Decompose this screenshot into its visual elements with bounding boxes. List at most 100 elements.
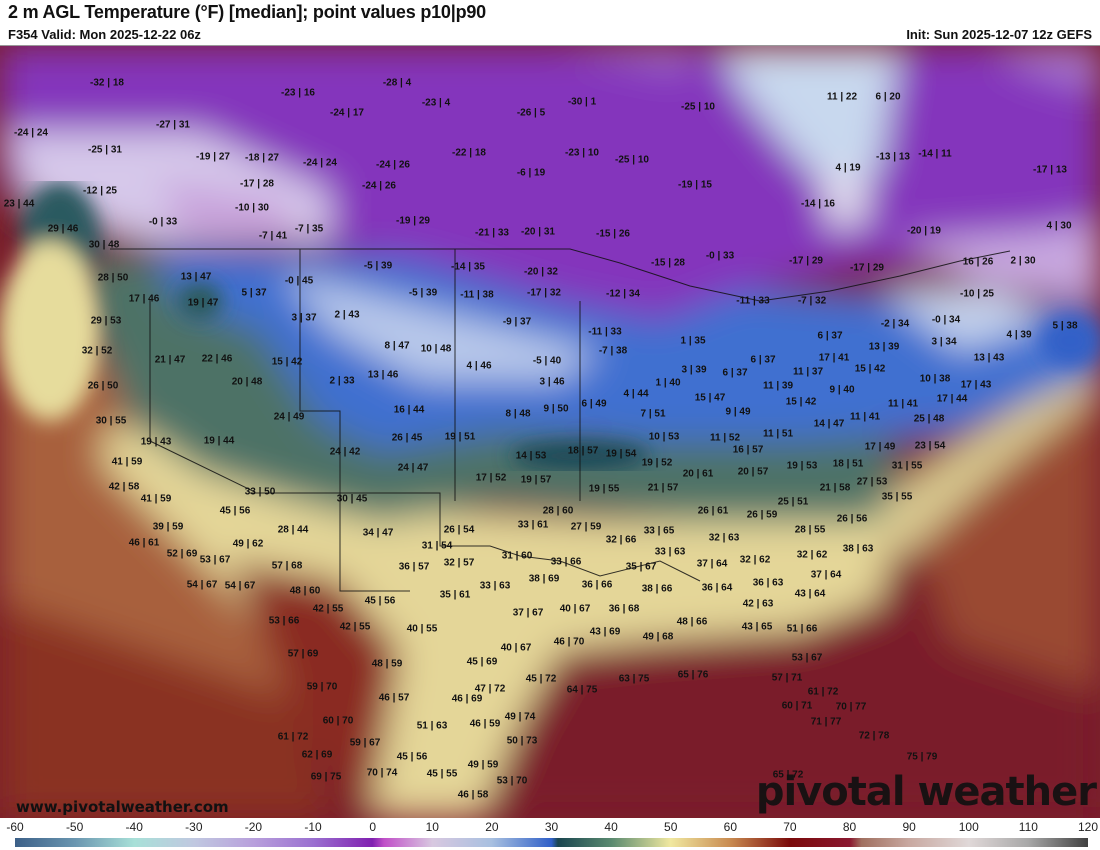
point-value-label: 21 | 58 — [819, 482, 851, 494]
point-value-label: 8 | 47 — [384, 340, 410, 352]
point-value-label: 40 | 67 — [559, 603, 591, 615]
point-value-label: -5 | 40 — [532, 355, 562, 367]
point-value-label: 69 | 75 — [310, 771, 342, 783]
point-value-label: 3 | 34 — [931, 336, 957, 348]
point-value-label: -5 | 39 — [408, 287, 438, 299]
point-value-label: 4 | 46 — [466, 360, 492, 372]
point-value-label: 42 | 55 — [339, 621, 371, 633]
point-value-label: 16 | 57 — [732, 444, 764, 456]
temperature-field — [0, 46, 1100, 819]
point-value-label: -23 | 10 — [565, 147, 599, 159]
point-value-label: -23 | 16 — [281, 87, 315, 99]
init-time: Init: Sun 2025-12-07 12z GEFS — [906, 27, 1092, 42]
point-value-label: 26 | 54 — [443, 524, 475, 536]
point-value-label: 20 | 48 — [231, 376, 263, 388]
point-value-label: 48 | 60 — [289, 585, 321, 597]
point-value-label: 33 | 61 — [517, 519, 549, 531]
point-value-label: 11 | 37 — [792, 366, 824, 378]
header: 2 m AGL Temperature (°F) [median]; point… — [0, 0, 1100, 45]
point-value-label: 64 | 75 — [566, 684, 598, 696]
point-value-label: 14 | 53 — [515, 450, 547, 462]
point-value-label: 20 | 57 — [737, 466, 769, 478]
point-value-label: 30 | 55 — [95, 415, 127, 427]
point-value-label: 24 | 47 — [397, 462, 429, 474]
point-value-label: 10 | 38 — [919, 373, 951, 385]
point-value-label: 23 | 44 — [3, 198, 35, 210]
point-value-label: 26 | 56 — [836, 513, 868, 525]
point-value-label: 38 | 63 — [842, 543, 874, 555]
point-value-label: 11 | 22 — [826, 91, 858, 103]
point-value-label: 19 | 47 — [187, 297, 219, 309]
point-value-label: 4 | 19 — [835, 162, 861, 174]
point-value-label: 60 | 70 — [322, 715, 354, 727]
point-value-label: 42 | 63 — [742, 598, 774, 610]
point-value-label: 11 | 41 — [887, 398, 919, 410]
point-value-label: 32 | 52 — [81, 345, 113, 357]
point-value-label: -17 | 29 — [850, 262, 884, 274]
point-value-label: 9 | 40 — [829, 384, 855, 396]
point-value-label: 32 | 62 — [796, 549, 828, 561]
point-value-label: 6 | 37 — [722, 367, 748, 379]
point-value-label: -32 | 18 — [90, 77, 124, 89]
point-value-label: -24 | 24 — [303, 157, 337, 169]
point-value-label: 17 | 41 — [818, 352, 850, 364]
point-value-label: 45 | 56 — [396, 751, 428, 763]
point-value-label: -27 | 31 — [156, 119, 190, 131]
point-value-label: -6 | 19 — [516, 167, 546, 179]
point-value-label: 3 | 46 — [539, 376, 565, 388]
point-value-label: -11 | 33 — [588, 326, 622, 338]
colorbar-tick-label: 70 — [783, 820, 797, 834]
point-value-label: 13 | 39 — [868, 341, 900, 353]
point-value-label: 23 | 54 — [914, 440, 946, 452]
point-value-label: 9 | 50 — [543, 403, 569, 415]
point-value-label: 43 | 65 — [741, 621, 773, 633]
point-value-label: 27 | 53 — [856, 476, 888, 488]
point-value-label: -18 | 27 — [245, 152, 279, 164]
point-value-label: 53 | 66 — [268, 615, 300, 627]
point-value-label: -15 | 28 — [651, 257, 685, 269]
colorbar-tick-label: 60 — [723, 820, 738, 834]
point-value-label: 31 | 60 — [501, 550, 533, 562]
point-value-label: 45 | 56 — [364, 595, 396, 607]
colorbar-tick-label: 10 — [425, 820, 439, 834]
point-value-label: -14 | 16 — [801, 198, 835, 210]
point-value-label: 28 | 55 — [794, 524, 826, 536]
point-value-label: -22 | 18 — [452, 147, 486, 159]
point-value-label: 72 | 78 — [858, 730, 890, 742]
point-value-label: -9 | 37 — [502, 316, 532, 328]
point-value-label: -17 | 29 — [789, 255, 823, 267]
point-value-label: -14 | 35 — [451, 261, 485, 273]
point-value-label: -26 | 5 — [516, 107, 546, 119]
point-value-label: 33 | 50 — [244, 486, 276, 498]
point-value-label: 32 | 57 — [443, 557, 475, 569]
point-value-label: 6 | 49 — [581, 398, 607, 410]
point-value-label: 37 | 64 — [696, 558, 728, 570]
point-value-label: 53 | 67 — [199, 554, 231, 566]
point-value-label: 33 | 65 — [643, 525, 675, 537]
point-value-label: 49 | 59 — [467, 759, 499, 771]
point-value-label: 19 | 54 — [605, 448, 637, 460]
point-value-label: 19 | 57 — [520, 474, 552, 486]
point-value-label: 37 | 67 — [512, 607, 544, 619]
point-value-label: 1 | 40 — [655, 377, 681, 389]
point-value-label: 43 | 64 — [794, 588, 826, 600]
colorbar-tick-label: 120 — [1077, 820, 1099, 834]
point-value-label: 54 | 67 — [186, 579, 218, 591]
point-value-label: 32 | 66 — [605, 534, 637, 546]
point-value-label: 46 | 58 — [457, 789, 489, 801]
point-value-label: 27 | 59 — [570, 521, 602, 533]
point-value-label: -0 | 45 — [284, 275, 314, 287]
point-value-label: 33 | 63 — [479, 580, 511, 592]
point-value-label: 45 | 56 — [219, 505, 251, 517]
point-value-label: 57 | 71 — [771, 672, 803, 684]
point-value-label: 11 | 39 — [762, 380, 794, 392]
point-value-label: 11 | 41 — [849, 411, 881, 423]
point-value-label: -13 | 13 — [876, 151, 910, 163]
point-value-label: 42 | 58 — [108, 481, 140, 493]
colorbar-tick-label: 20 — [485, 820, 499, 834]
point-value-label: 26 | 61 — [697, 505, 729, 517]
point-value-label: -30 | 1 — [567, 96, 597, 108]
point-value-label: 28 | 50 — [97, 272, 129, 284]
point-value-label: 49 | 68 — [642, 631, 674, 643]
point-value-label: -7 | 35 — [294, 223, 324, 235]
